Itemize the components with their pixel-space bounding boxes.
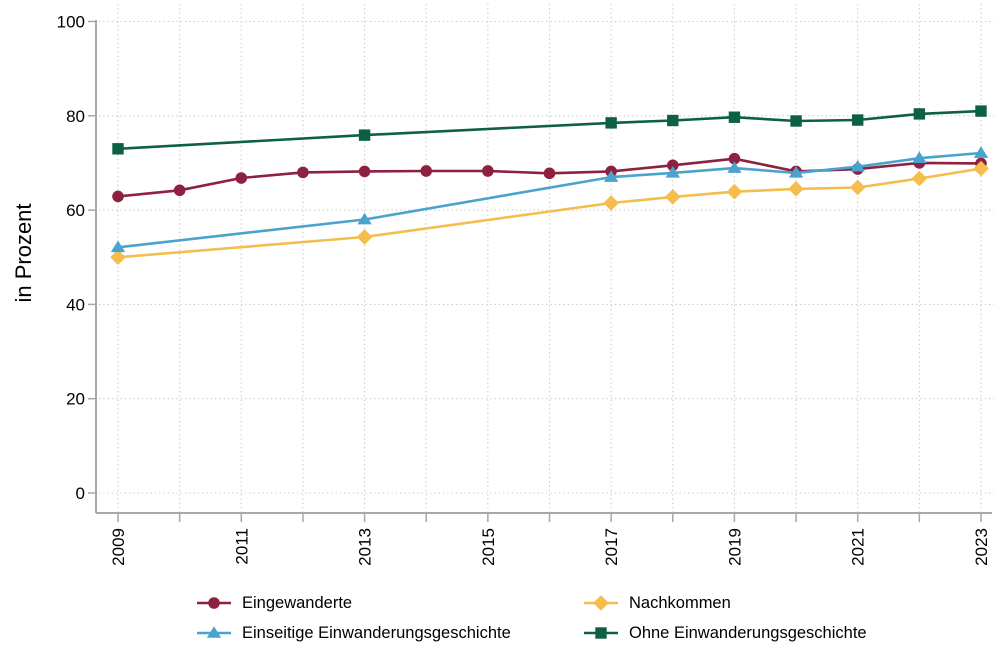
legend-item-ohne: Ohne Einwanderungsgeschichte xyxy=(584,624,867,643)
svg-text:2009: 2009 xyxy=(109,528,128,566)
svg-text:2011: 2011 xyxy=(232,528,251,565)
svg-text:2021: 2021 xyxy=(849,528,868,566)
series-diamond xyxy=(110,160,989,266)
line-chart: 0 20 40 60 80 100 2009 2011 2013 2015 2017 2019 2021… xyxy=(11,4,994,566)
series-triangle xyxy=(110,146,989,253)
svg-text:20: 20 xyxy=(66,390,85,409)
y-axis-title: in Prozent xyxy=(11,203,36,302)
square-marker-icon xyxy=(584,627,618,639)
series-square xyxy=(112,105,987,155)
legend-label: Ohne Einwanderungsgeschichte xyxy=(629,623,867,642)
svg-text:80: 80 xyxy=(66,107,85,126)
svg-text:2019: 2019 xyxy=(725,528,744,566)
gridlines xyxy=(99,4,994,512)
svg-text:0: 0 xyxy=(76,484,85,503)
legend-item-einseitige: Einseitige Einwanderungsgeschichte xyxy=(197,624,584,643)
svg-text:40: 40 xyxy=(66,295,85,314)
legend-item-nachkommen: Nachkommen xyxy=(584,594,867,613)
series-circle xyxy=(112,152,987,203)
data-series xyxy=(110,105,989,266)
triangle-marker-icon xyxy=(197,626,231,638)
legend-label: Einseitige Einwanderungsgeschichte xyxy=(242,623,511,642)
axes xyxy=(88,20,992,522)
diamond-marker-icon xyxy=(584,595,618,611)
svg-text:100: 100 xyxy=(57,12,85,31)
legend: Eingewanderte Nachkommen Einseitige Einw… xyxy=(197,588,867,648)
circle-marker-icon xyxy=(197,597,231,609)
legend-label: Eingewanderte xyxy=(242,593,353,612)
svg-text:2015: 2015 xyxy=(479,528,498,566)
svg-text:2023: 2023 xyxy=(972,528,991,566)
tick-labels: 0 20 40 60 80 100 2009 2011 2013 2015 2017 2019 2021… xyxy=(57,12,991,565)
svg-text:2017: 2017 xyxy=(602,528,621,566)
svg-text:60: 60 xyxy=(66,201,85,220)
legend-item-eingewanderte: Eingewanderte xyxy=(197,594,584,613)
svg-text:2013: 2013 xyxy=(356,528,375,566)
legend-label: Nachkommen xyxy=(629,593,731,612)
